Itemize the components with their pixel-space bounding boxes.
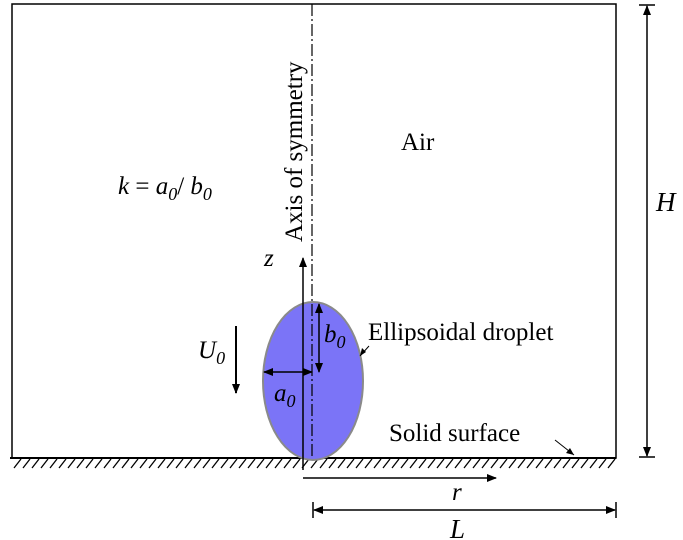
hatch-stroke (265, 458, 274, 469)
hatch-stroke (373, 458, 382, 469)
hatch-stroke (130, 458, 139, 469)
hatch-stroke (409, 458, 418, 469)
hatch-stroke (454, 458, 463, 469)
ratio-slash: / (177, 173, 190, 200)
hatch-stroke (211, 458, 220, 469)
hatch-stroke (436, 458, 445, 469)
hatch-stroke (427, 458, 436, 469)
r-axis-label: r (452, 479, 462, 506)
velocity-symbol: U (198, 337, 218, 364)
hatch-stroke (337, 458, 346, 469)
hatch-stroke (139, 458, 148, 469)
hatch-stroke (94, 458, 103, 469)
hatch-stroke (391, 458, 400, 469)
hatch-stroke (364, 458, 373, 469)
hatch-stroke (319, 458, 328, 469)
ratio-a: a (156, 173, 169, 200)
air-label: Air (401, 129, 435, 156)
hatch-stroke (256, 458, 265, 469)
hatch-stroke (346, 458, 355, 469)
semi-axis-a-label: a0 (274, 380, 296, 411)
hatch-stroke (283, 458, 292, 469)
length-label: L (449, 514, 465, 540)
axis-of-symmetry-label: Axis of symmetry (281, 61, 308, 242)
semi-axis-b-label: b0 (324, 321, 346, 352)
hatch-stroke (157, 458, 166, 469)
hatch-stroke (535, 458, 544, 469)
hatch-stroke (589, 458, 598, 469)
hatch-stroke (526, 458, 535, 469)
hatch-stroke (274, 458, 283, 469)
hatch-stroke (202, 458, 211, 469)
hatch-stroke (85, 458, 94, 469)
hatch-stroke (580, 458, 589, 469)
hatch-stroke (517, 458, 526, 469)
hatch-stroke (544, 458, 553, 469)
semi-axis-a-subscript: 0 (287, 391, 296, 411)
ellipsoidal-droplet (262, 301, 364, 461)
ratio-k: k (118, 173, 130, 200)
hatch-stroke (508, 458, 517, 469)
hatch-stroke (445, 458, 454, 469)
hatch-stroke (76, 458, 85, 469)
ratio-b: b (190, 173, 203, 200)
hatch-stroke (292, 458, 301, 469)
droplet-leader-head (360, 348, 366, 356)
ratio-eq: = (129, 173, 156, 200)
hatch-stroke (400, 458, 409, 469)
hatch-stroke (490, 458, 499, 469)
hatch-stroke (499, 458, 508, 469)
semi-axis-a-symbol: a (274, 380, 287, 407)
solid-surface-hatching (13, 458, 616, 469)
hatch-stroke (121, 458, 130, 469)
velocity-subscript: 0 (216, 348, 225, 368)
hatch-stroke (229, 458, 238, 469)
hatch-stroke (472, 458, 481, 469)
hatch-stroke (247, 458, 256, 469)
semi-axis-b-subscript: 0 (337, 332, 346, 352)
hatch-stroke (166, 458, 175, 469)
z-axis-label: z (263, 245, 274, 272)
hatch-stroke (481, 458, 490, 469)
hatch-stroke (328, 458, 337, 469)
hatch-stroke (175, 458, 184, 469)
hatch-stroke (571, 458, 580, 469)
droplet-label: Ellipsoidal droplet (368, 319, 553, 346)
hatch-stroke (598, 458, 607, 469)
ratio-a-sub: 0 (168, 184, 177, 204)
hatch-stroke (220, 458, 229, 469)
solid-surface-label: Solid surface (389, 420, 520, 447)
hatch-stroke (49, 458, 58, 469)
hatch-stroke (67, 458, 76, 469)
hatch-stroke (382, 458, 391, 469)
hatch-stroke (463, 458, 472, 469)
hatch-stroke (355, 458, 364, 469)
hatch-stroke (193, 458, 202, 469)
hatch-stroke (418, 458, 427, 469)
hatch-stroke (13, 458, 22, 469)
solid-surface-leader-head (566, 448, 574, 455)
semi-axis-b-symbol: b (324, 321, 337, 348)
hatch-stroke (31, 458, 40, 469)
hatch-stroke (22, 458, 31, 469)
hatch-stroke (184, 458, 193, 469)
hatch-stroke (112, 458, 121, 469)
hatch-stroke (607, 458, 616, 469)
aspect-ratio-equation: k = a0/ b0 (118, 173, 212, 204)
hatch-stroke (238, 458, 247, 469)
height-label: H (655, 187, 677, 217)
hatch-stroke (562, 458, 571, 469)
hatch-stroke (40, 458, 49, 469)
hatch-stroke (103, 458, 112, 469)
hatch-stroke (58, 458, 67, 469)
ratio-b-sub: 0 (203, 184, 212, 204)
hatch-stroke (148, 458, 157, 469)
velocity-label: U0 (198, 337, 225, 368)
hatch-stroke (553, 458, 562, 469)
